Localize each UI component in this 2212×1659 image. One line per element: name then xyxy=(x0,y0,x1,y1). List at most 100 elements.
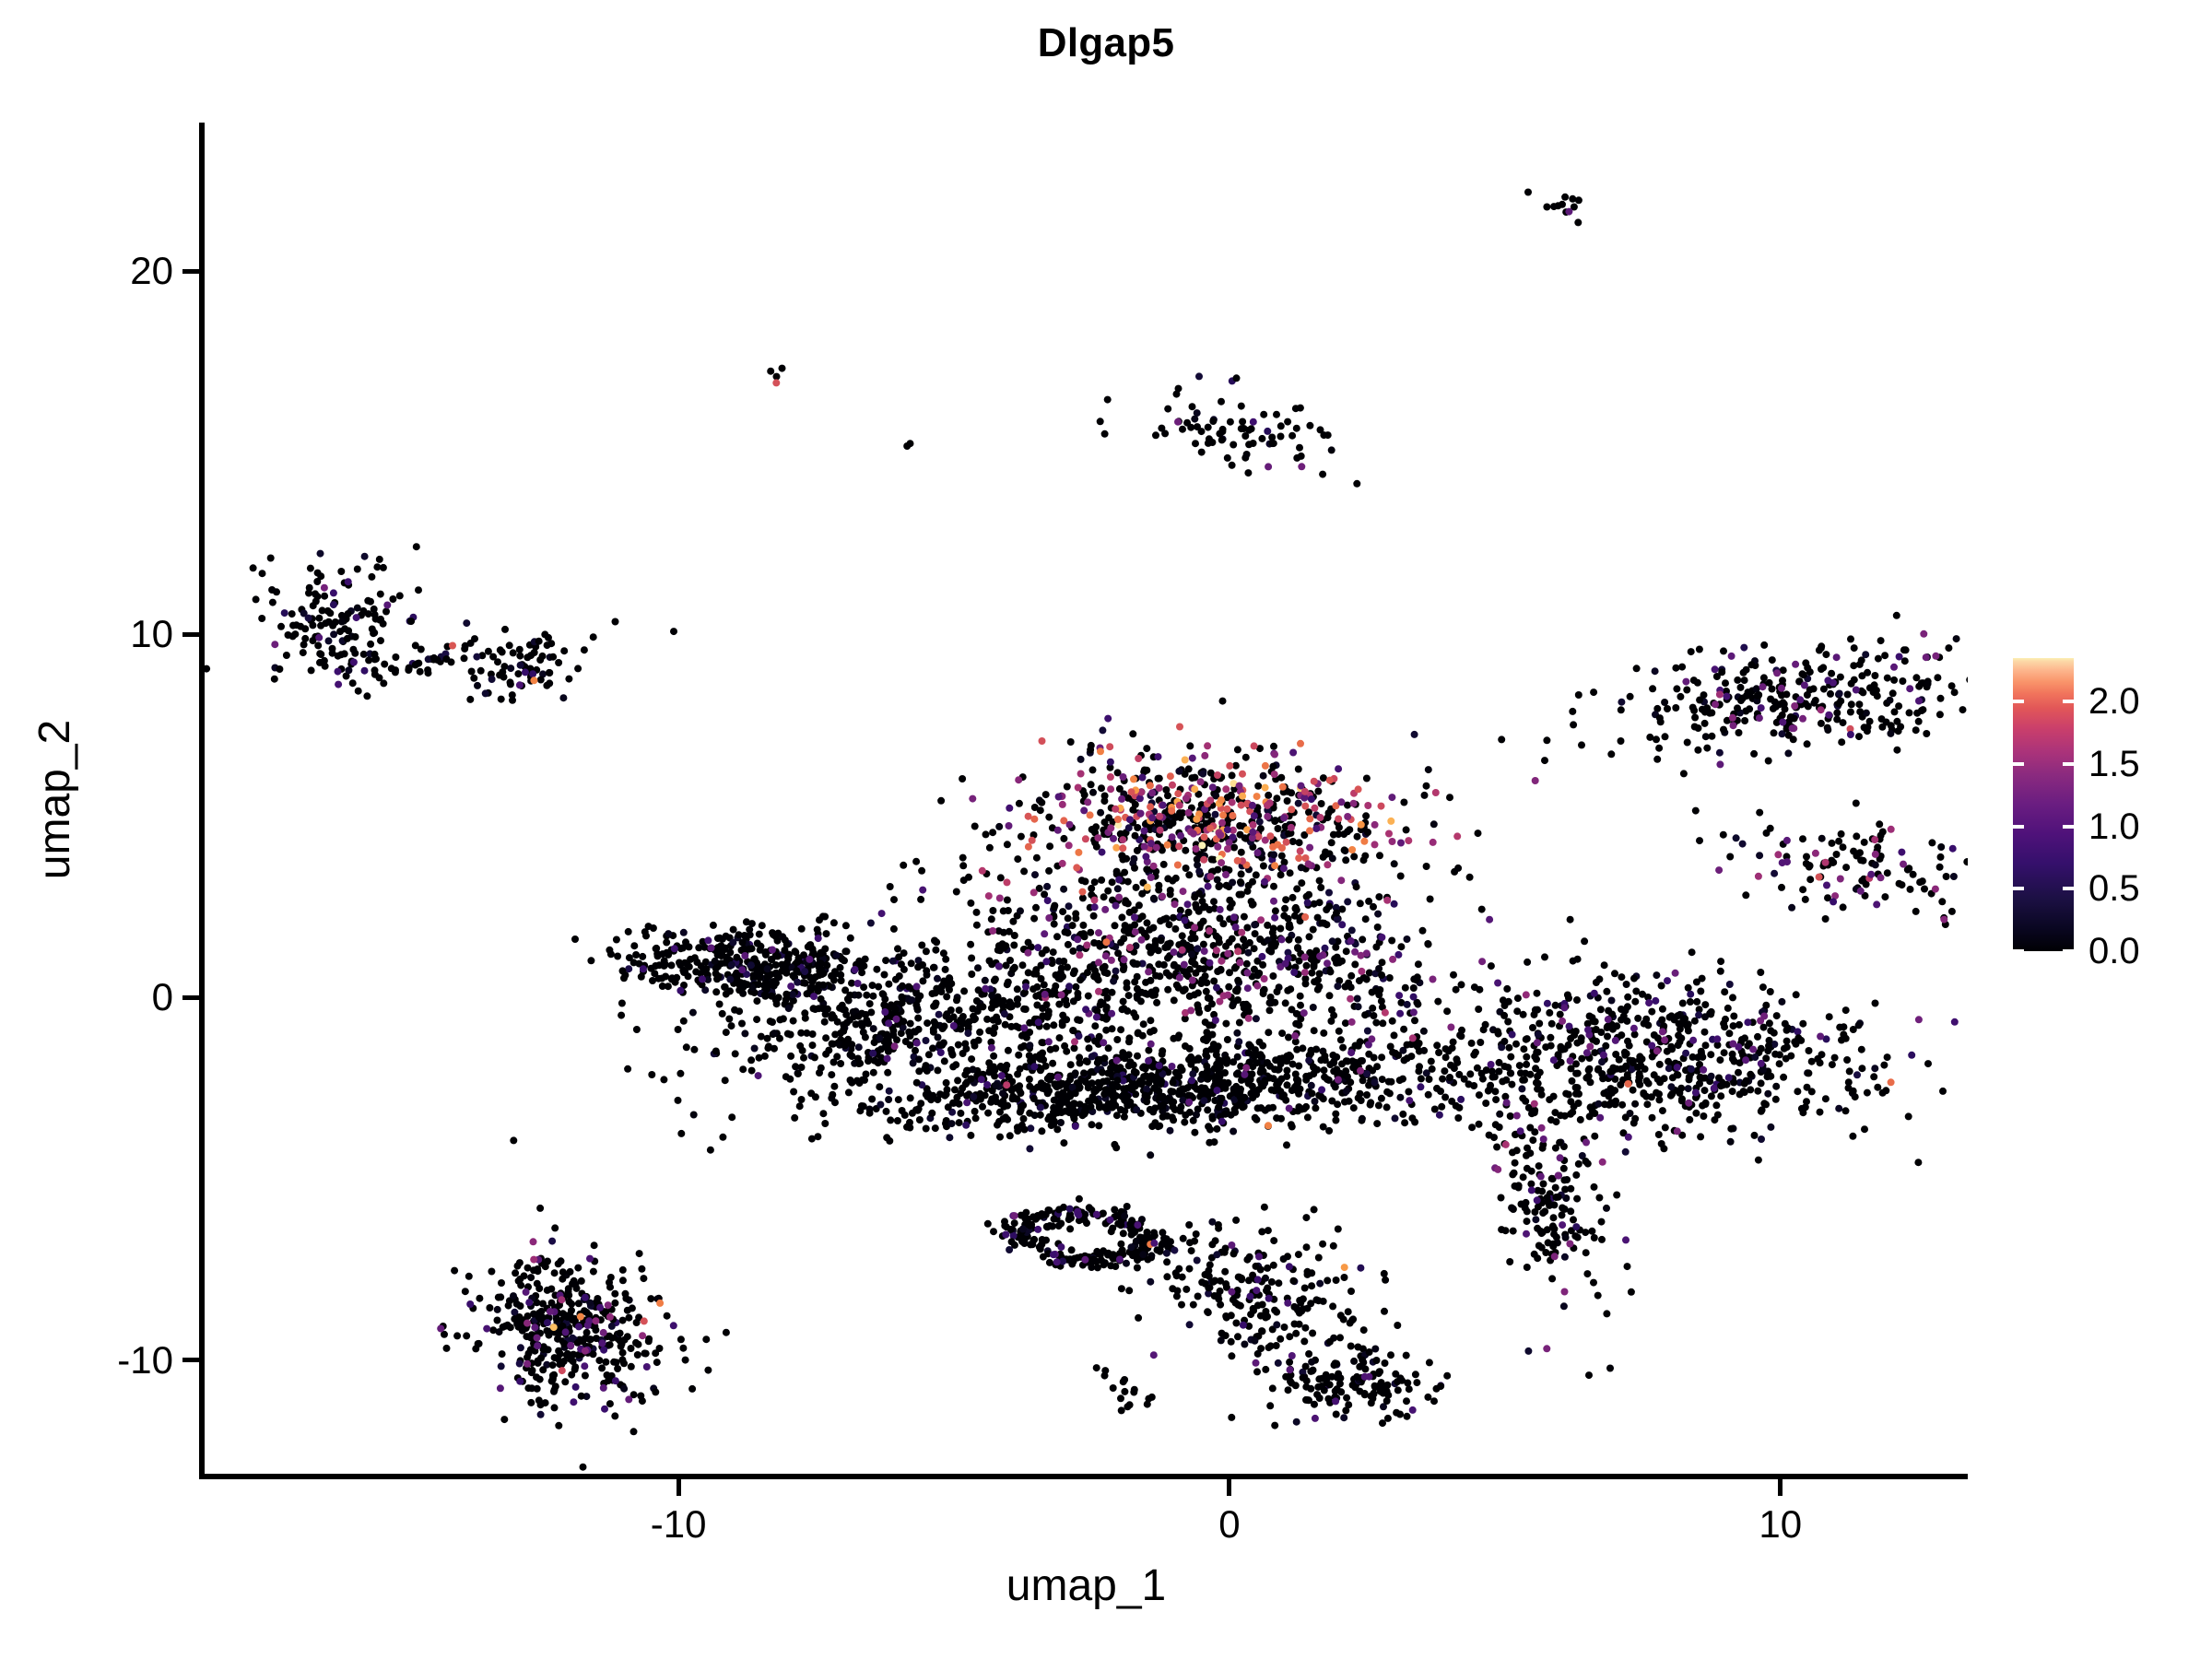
scatter-point xyxy=(929,1044,936,1053)
scatter-point xyxy=(1835,837,1843,845)
scatter-point xyxy=(801,968,809,976)
scatter-point xyxy=(1064,940,1072,948)
scatter-point xyxy=(1880,1061,1888,1069)
scatter-point xyxy=(1273,1081,1281,1088)
scatter-point xyxy=(1039,1049,1046,1057)
scatter-point xyxy=(1890,676,1899,684)
scatter-point xyxy=(1191,960,1199,969)
scatter-point xyxy=(1104,1087,1112,1095)
scatter-point xyxy=(1642,1092,1651,1100)
scatter-point xyxy=(1264,1284,1272,1292)
scatter-point xyxy=(1849,1087,1857,1095)
scatter-point xyxy=(1735,1068,1742,1077)
scatter-point xyxy=(1179,1234,1187,1242)
scatter-point xyxy=(1213,983,1220,992)
scatter-point xyxy=(1529,1024,1536,1031)
scatter-point xyxy=(1403,1000,1411,1008)
scatter-point xyxy=(1273,1321,1281,1329)
scatter-point xyxy=(1542,1043,1550,1052)
scatter-point xyxy=(1444,1047,1453,1055)
scatter-point xyxy=(1050,1108,1057,1116)
scatter-point xyxy=(967,1131,975,1139)
scatter-point xyxy=(722,1029,730,1037)
scatter-point xyxy=(1661,1124,1669,1132)
scatter-point xyxy=(1631,997,1640,1006)
scatter-point xyxy=(1237,402,1245,410)
scatter-point xyxy=(1754,1156,1762,1164)
scatter-point xyxy=(1334,1100,1342,1109)
scatter-point xyxy=(1165,971,1173,980)
scatter-point xyxy=(1152,986,1159,994)
scatter-point xyxy=(1807,1057,1816,1065)
scatter-point xyxy=(1230,1127,1238,1135)
scatter-point xyxy=(1543,1194,1551,1202)
scatter-point xyxy=(1326,1061,1335,1069)
scatter-point xyxy=(1730,1012,1738,1020)
scatter-point xyxy=(1556,1010,1564,1018)
scatter-point xyxy=(910,1028,918,1036)
scatter-point xyxy=(1277,422,1285,430)
scatter-point xyxy=(1230,1096,1239,1104)
scatter-point xyxy=(1583,1074,1591,1082)
scatter-point xyxy=(876,1034,884,1042)
scatter-point xyxy=(1290,1320,1299,1328)
scatter-point xyxy=(1221,1069,1229,1077)
scatter-point xyxy=(1803,853,1810,861)
scatter-point xyxy=(1541,757,1548,765)
scatter-point xyxy=(918,866,926,875)
scatter-point xyxy=(927,1096,935,1104)
scatter-point xyxy=(1305,808,1312,817)
scatter-point xyxy=(928,990,936,998)
scatter-point xyxy=(1066,1061,1075,1069)
scatter-point xyxy=(1149,894,1158,902)
scatter-point xyxy=(1344,898,1352,906)
scatter-point xyxy=(1899,677,1907,685)
scatter-point xyxy=(1822,651,1830,659)
scatter-point xyxy=(1178,1300,1185,1309)
scatter-point xyxy=(900,1018,908,1026)
scatter-point xyxy=(1244,948,1253,957)
scatter-point xyxy=(1164,405,1172,413)
scatter-point xyxy=(1363,1091,1371,1099)
scatter-point xyxy=(1212,932,1220,940)
scatter-point xyxy=(1049,948,1057,957)
scatter-point xyxy=(1762,1054,1771,1063)
scatter-point xyxy=(1799,835,1806,843)
scatter-point xyxy=(625,954,633,962)
scatter-point xyxy=(1622,1062,1630,1070)
scatter-point xyxy=(722,990,730,998)
scatter-point xyxy=(1108,878,1116,887)
scatter-point xyxy=(1575,1089,1583,1098)
scatter-point xyxy=(923,971,931,979)
scatter-point xyxy=(854,991,863,999)
scatter-point xyxy=(1572,1171,1581,1179)
scatter-point xyxy=(1309,925,1317,934)
scatter-point xyxy=(1159,1092,1167,1100)
scatter-point xyxy=(1299,1044,1307,1053)
scatter-point xyxy=(381,660,389,668)
scatter-point xyxy=(1281,904,1289,912)
scatter-point xyxy=(1803,1098,1810,1106)
scatter-point xyxy=(1701,1041,1710,1050)
scatter-point xyxy=(1495,1058,1503,1066)
scatter-point xyxy=(1699,1101,1707,1110)
scatter-point xyxy=(1168,1098,1175,1106)
scatter-point xyxy=(1557,1042,1565,1051)
scatter-point xyxy=(1527,1180,1535,1188)
scatter-point xyxy=(1697,987,1705,995)
scatter-point xyxy=(1241,834,1250,842)
scatter-point xyxy=(1498,1226,1506,1234)
scatter-point xyxy=(1277,1114,1285,1123)
scatter-point xyxy=(1765,1036,1773,1044)
scatter-point xyxy=(1648,1007,1656,1016)
scatter-point xyxy=(1603,1310,1611,1318)
scatter-point xyxy=(1166,887,1174,894)
scatter-point xyxy=(908,996,916,1005)
scatter-point xyxy=(1582,1158,1590,1165)
scatter-point xyxy=(865,1000,874,1008)
scatter-point xyxy=(1803,740,1811,748)
scatter-point xyxy=(1220,1078,1229,1087)
scatter-point xyxy=(1029,1213,1037,1221)
scatter-point xyxy=(1668,1074,1677,1082)
scatter-point xyxy=(1140,1073,1148,1081)
